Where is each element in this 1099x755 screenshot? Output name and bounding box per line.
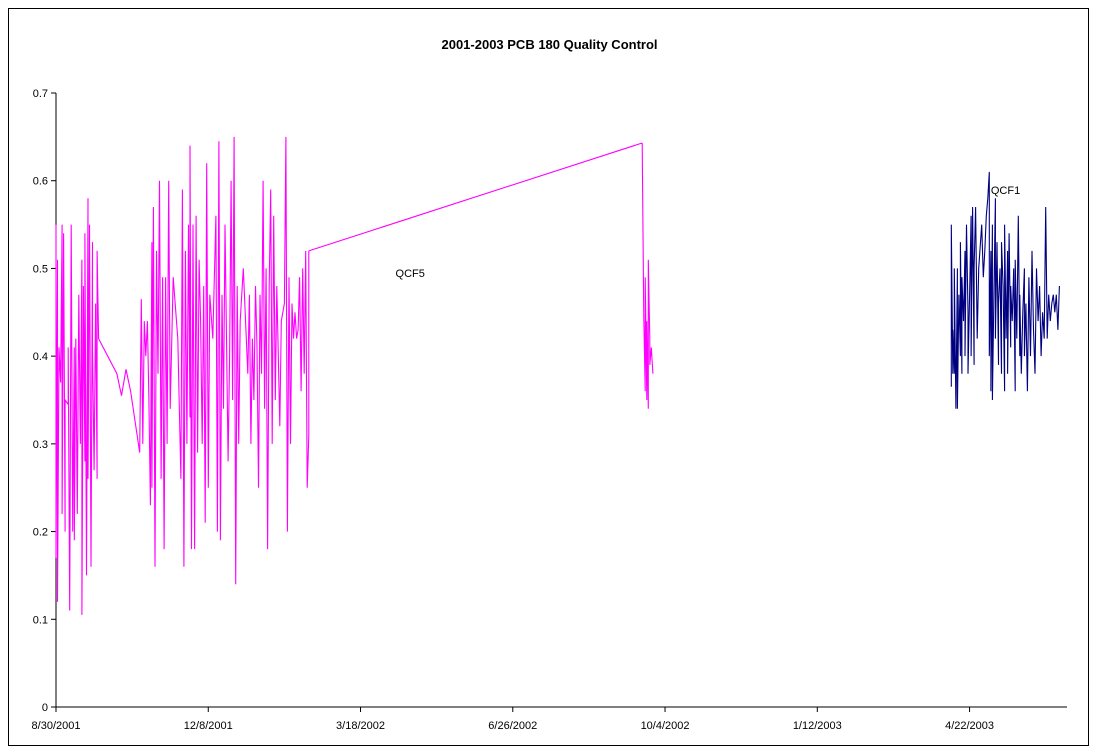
x-tick-label: 10/4/2002	[641, 720, 690, 732]
series-connector-qcf5	[308, 142, 643, 252]
y-tick-label: 0	[42, 702, 48, 714]
annotation-label: QCF5	[396, 268, 425, 280]
y-tick-label: 0.4	[33, 351, 48, 363]
chart-title: 2001-2003 PCB 180 Quality Control	[441, 37, 658, 52]
series-line-qcf1	[950, 171, 1060, 409]
y-tick-label: 0.7	[33, 88, 48, 100]
x-tick-label: 4/22/2003	[945, 720, 994, 732]
x-tick-label: 6/26/2002	[488, 720, 537, 732]
chart-frame: 2001-2003 PCB 180 Quality Control	[8, 8, 1089, 746]
x-tick-label: 3/18/2002	[336, 720, 385, 732]
y-tick-label: 0.3	[33, 439, 48, 451]
annotation-label: QCF1	[991, 185, 1020, 197]
y-tick-label: 0.2	[33, 527, 48, 539]
series-line-qcf5	[643, 259, 654, 409]
series-connector-qcf5	[641, 142, 645, 313]
y-tick-label: 0.5	[33, 263, 48, 275]
axes: 0 0.1 0.2 0.3 0.4 0.5 0.6 0.7 8/30/2001 12/8/2001…	[32, 88, 1067, 732]
x-tick-label: 1/12/2003	[793, 720, 842, 732]
x-tick-label: 8/30/2001	[32, 720, 81, 732]
plot-series	[55, 136, 1060, 615]
y-tick-label: 0.1	[33, 614, 48, 626]
y-tick-label: 0.6	[33, 176, 48, 188]
x-tick-label: 12/8/2001	[184, 720, 233, 732]
annotations: QCF5 QCF1	[396, 185, 1021, 280]
series-line-qcf5	[55, 136, 310, 615]
